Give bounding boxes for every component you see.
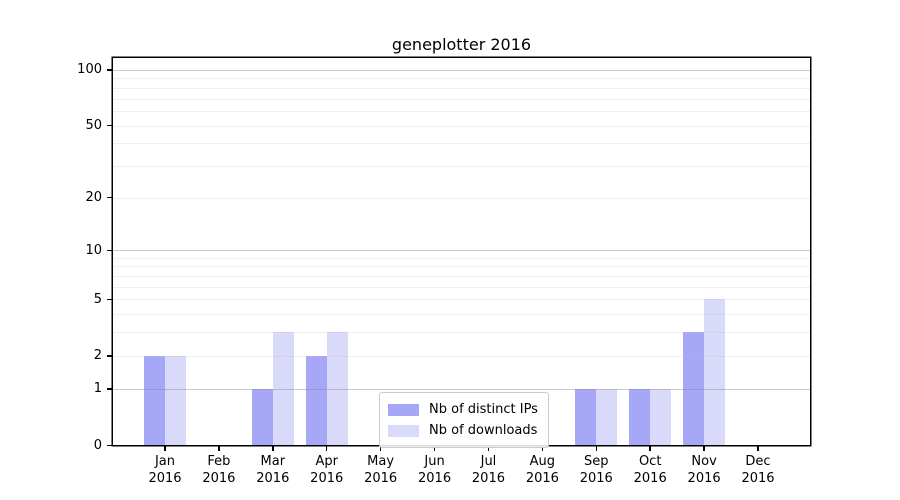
x-tick-label-jun: Jun 2016: [418, 454, 452, 486]
gridline-50: [113, 125, 810, 127]
legend-label-downloads: Nb of downloads: [429, 423, 538, 438]
x-tick-label-apr: Apr 2016: [310, 454, 344, 486]
gridline-80: [113, 87, 810, 89]
bar-sep-ips: [575, 388, 597, 445]
x-tick-label-aug: Aug 2016: [525, 454, 559, 486]
x-tick-mark-jan: [164, 446, 166, 451]
y-tick-mark-100: [107, 69, 112, 71]
x-tick-mark-may: [379, 446, 382, 451]
gridline-6: [113, 286, 810, 288]
y-tick-mark-50: [107, 124, 112, 127]
y-tick-mark-10: [107, 249, 112, 252]
gridline-9: [113, 257, 810, 259]
gridline-70: [113, 98, 810, 100]
gridline-1: [113, 388, 810, 390]
gridline-8: [113, 266, 810, 268]
bar-mar-downloads: [272, 332, 294, 445]
gridline-100: [113, 70, 810, 71]
x-tick-mark-feb: [218, 446, 220, 451]
x-tick-label-feb: Feb 2016: [202, 454, 236, 486]
x-tick-mark-jul: [487, 446, 490, 451]
gridline-10: [113, 250, 810, 252]
gridline-3: [113, 332, 810, 334]
y-tick-label-2: 2: [93, 348, 102, 364]
bar-oct-ips: [629, 388, 651, 445]
x-tick-mark-nov: [703, 446, 705, 451]
y-tick-mark-1: [107, 388, 112, 390]
x-tick-mark-dec: [757, 446, 759, 451]
x-tick-label-mar: Mar 2016: [256, 454, 290, 486]
y-tick-label-20: 20: [85, 190, 102, 206]
bar-oct-downloads: [650, 388, 672, 445]
gridline-7: [113, 276, 810, 277]
y-tick-label-5: 5: [93, 291, 102, 307]
y-tick-mark-5: [107, 298, 112, 301]
legend: Nb of distinct IPs Nb of downloads: [379, 392, 549, 448]
x-tick-mark-mar: [272, 446, 274, 451]
y-tick-label-100: 100: [77, 62, 102, 78]
bar-nov-ips: [683, 332, 705, 445]
bar-apr-downloads: [326, 332, 348, 445]
y-tick-label-50: 50: [85, 117, 102, 133]
x-tick-mark-apr: [326, 446, 328, 451]
bar-mar-ips: [251, 388, 273, 445]
x-tick-label-sep: Sep 2016: [579, 454, 613, 486]
x-tick-label-jan: Jan 2016: [148, 454, 182, 486]
x-tick-mark-aug: [541, 446, 544, 451]
x-tick-mark-sep: [595, 446, 597, 451]
gridline-20: [113, 197, 810, 199]
gridline-40: [113, 143, 810, 145]
x-tick-label-may: May 2016: [364, 454, 398, 486]
gridline-60: [113, 110, 810, 112]
x-tick-label-jul: Jul 2016: [471, 454, 505, 486]
y-tick-label-0: 0: [93, 437, 102, 453]
gridline-5: [113, 299, 810, 301]
legend-swatch-downloads: [388, 424, 419, 437]
x-tick-label-dec: Dec 2016: [741, 454, 775, 486]
y-tick-mark-20: [107, 197, 112, 199]
gridline-90: [113, 78, 810, 80]
x-tick-label-oct: Oct 2016: [633, 454, 667, 486]
plot-area: [113, 58, 810, 445]
x-tick-mark-jun: [433, 446, 436, 451]
y-tick-mark-2: [107, 355, 112, 357]
legend-row-ips: Nb of distinct IPs: [388, 399, 538, 420]
gridline-4: [113, 314, 810, 316]
bar-sep-downloads: [596, 388, 618, 445]
legend-swatch-ips: [388, 403, 419, 416]
bar-jan-ips: [144, 355, 165, 445]
y-tick-label-10: 10: [85, 242, 102, 258]
legend-row-downloads: Nb of downloads: [388, 420, 538, 441]
y-tick-label-1: 1: [93, 381, 102, 397]
chart-title: geneplotter 2016: [391, 35, 532, 54]
x-tick-mark-oct: [649, 446, 651, 451]
legend-label-ips: Nb of distinct IPs: [429, 402, 538, 417]
bar-jan-downloads: [165, 355, 186, 445]
x-tick-label-nov: Nov 2016: [687, 454, 721, 486]
gridline-2: [113, 355, 810, 357]
gridline-30: [113, 165, 810, 167]
bar-apr-ips: [305, 355, 327, 445]
y-tick-mark-0: [107, 444, 112, 446]
bar-nov-downloads: [704, 299, 726, 445]
